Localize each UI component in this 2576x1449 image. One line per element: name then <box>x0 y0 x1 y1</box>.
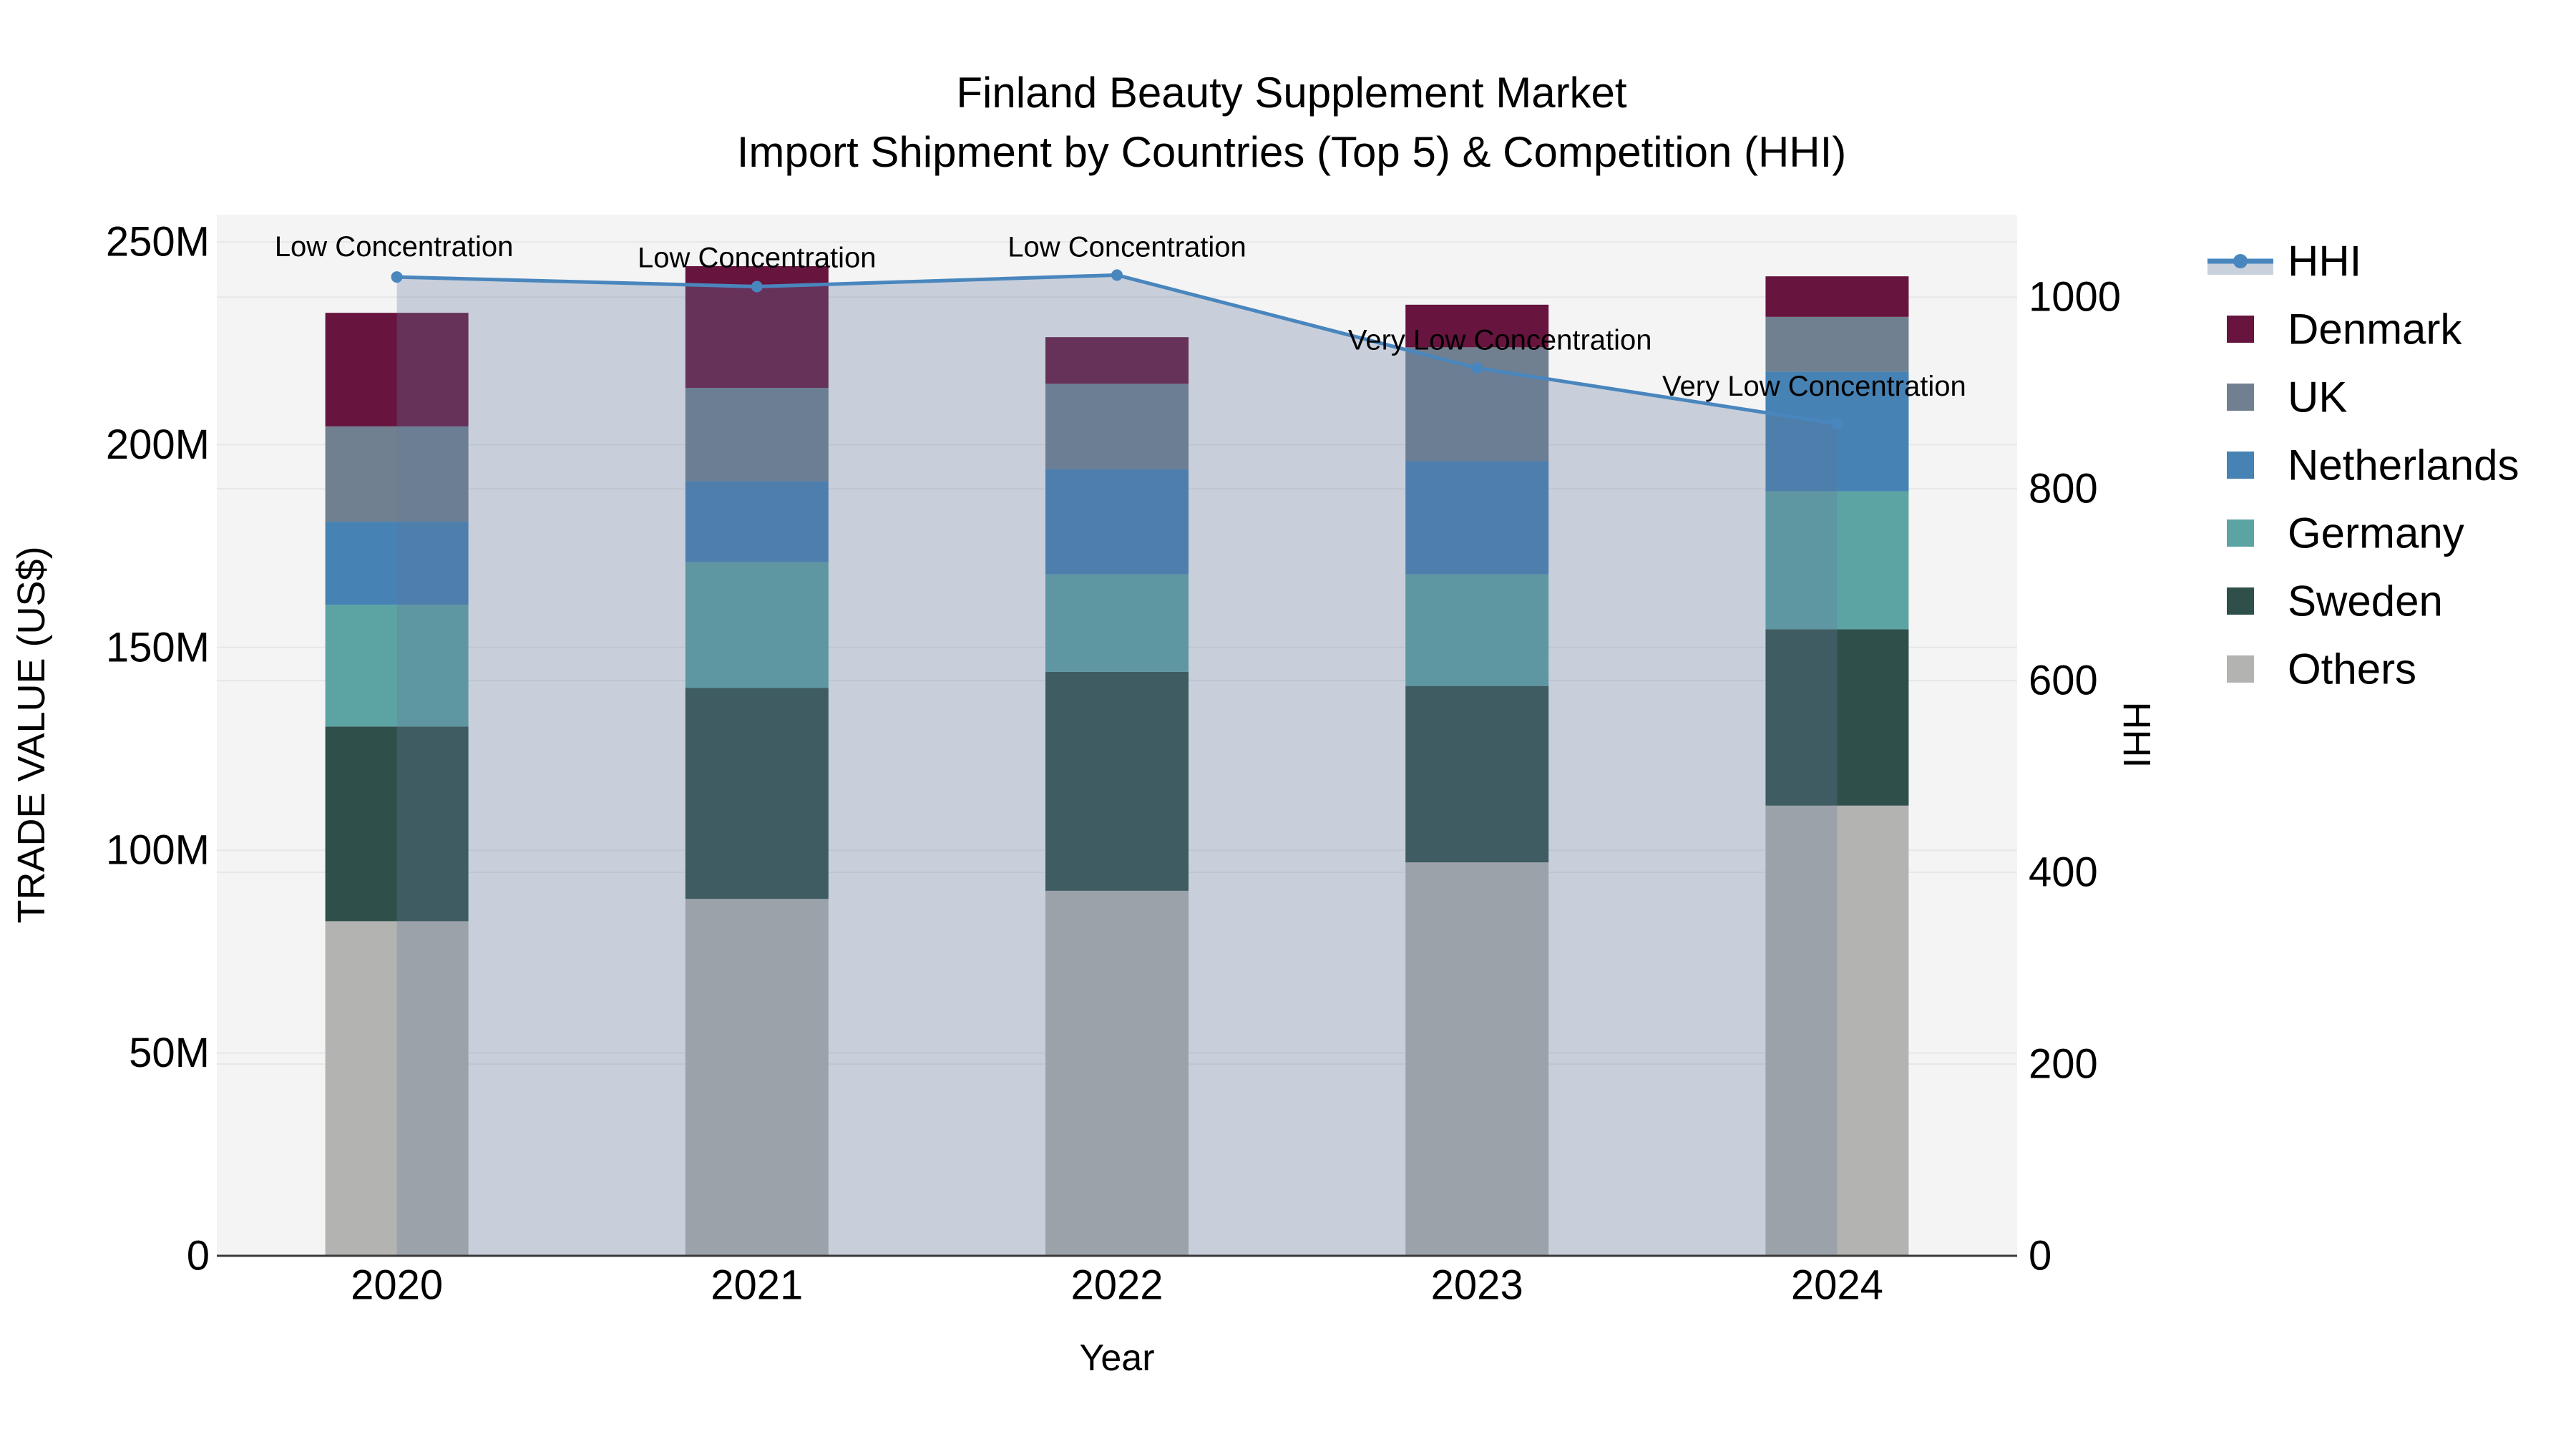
legend-hhi-marker <box>2233 254 2248 268</box>
bar-segment-germany-2023[interactable] <box>1405 574 1549 686</box>
bar-segment-germany-2024[interactable] <box>1765 491 1909 630</box>
bars-layer <box>325 265 1909 1256</box>
legend-label: Denmark <box>2288 306 2462 353</box>
annotation-label-2021: Low Concentration <box>638 242 877 273</box>
bar-segment-others-2021[interactable] <box>685 899 829 1256</box>
bar-segment-netherlands-2021[interactable] <box>685 481 829 562</box>
y-left-tick-label: 0 <box>187 1233 210 1279</box>
bar-segment-denmark-2023[interactable] <box>1405 304 1549 348</box>
y-left-tick-label: 250M <box>106 218 210 265</box>
bar-segment-others-2023[interactable] <box>1405 862 1549 1256</box>
x-tick-label-2024: 2024 <box>1791 1262 1883 1309</box>
y-right-tick-label: 800 <box>2029 466 2098 512</box>
legend-swatch-uk <box>2227 384 2254 411</box>
bar-segment-denmark-2022[interactable] <box>1045 337 1189 384</box>
x-tick-label-2022: 2022 <box>1070 1262 1163 1309</box>
hhi-marker-2022[interactable] <box>1111 269 1123 281</box>
y-right-tick-label: 600 <box>2029 658 2098 704</box>
annotation-label-2023: Very Low Concentration <box>1348 324 1652 356</box>
legend-label: Netherlands <box>2288 441 2519 489</box>
plot-area: 0 50M 100M 150M 200M 250M 0 200 400 600 800 1000 202… <box>106 215 2121 1309</box>
y-right-tick-label: 1000 <box>2029 274 2121 321</box>
legend-label: Others <box>2288 645 2416 693</box>
chart-title-line2: Import Shipment by Countries (Top 5) & C… <box>737 128 1847 176</box>
bar-segment-others-2022[interactable] <box>1045 890 1189 1256</box>
legend-hhi-area-swatch <box>2207 263 2273 275</box>
hhi-marker-2020[interactable] <box>391 271 403 283</box>
x-tick-label-2023: 2023 <box>1431 1262 1523 1309</box>
bar-segment-sweden-2021[interactable] <box>685 688 829 899</box>
legend-item-sweden[interactable]: Sweden <box>2227 577 2443 625</box>
hhi-marker-2021[interactable] <box>751 280 763 293</box>
bar-segment-netherlands-2023[interactable] <box>1405 461 1549 575</box>
legend-label: Sweden <box>2288 577 2443 625</box>
tick-labels: 0 50M 100M 150M 200M 250M 0 200 400 600 800 1000 202… <box>106 218 2121 1308</box>
bar-segment-sweden-2020[interactable] <box>325 726 469 922</box>
chart-title-line1: Finland Beauty Supplement Market <box>956 69 1627 117</box>
bar-segment-uk-2022[interactable] <box>1045 384 1189 469</box>
legend-item-others[interactable]: Others <box>2227 645 2416 693</box>
legend-swatch-others <box>2227 655 2254 683</box>
legend-swatch-denmark <box>2227 316 2254 343</box>
annotation-label-2020: Low Concentration <box>275 231 514 263</box>
y-right-tick-label: 400 <box>2029 849 2098 896</box>
bar-segment-netherlands-2022[interactable] <box>1045 469 1189 575</box>
legend-item-netherlands[interactable]: Netherlands <box>2227 441 2519 489</box>
bar-segment-sweden-2022[interactable] <box>1045 671 1189 891</box>
hhi-marker-2023[interactable] <box>1471 362 1483 374</box>
y-left-tick-label: 100M <box>106 827 210 874</box>
x-tick-label-2020: 2020 <box>351 1262 443 1309</box>
bar-segment-germany-2022[interactable] <box>1045 574 1189 672</box>
legend-item-germany[interactable]: Germany <box>2227 509 2464 557</box>
annotation-label-2024: Very Low Concentration <box>1662 371 1966 402</box>
bar-segment-netherlands-2020[interactable] <box>325 522 469 605</box>
bar-segment-sweden-2024[interactable] <box>1765 629 1909 806</box>
y-axis-title-left: TRADE VALUE (US$) <box>10 546 53 923</box>
bar-segment-others-2024[interactable] <box>1765 805 1909 1256</box>
y-axis-title-right: HHI <box>2115 702 2158 769</box>
legend-label: HHI <box>2288 238 2361 286</box>
hhi-marker-2024[interactable] <box>1831 418 1843 430</box>
y-left-tick-label: 150M <box>106 624 210 670</box>
bar-segment-netherlands-2024[interactable] <box>1765 371 1909 492</box>
legend-swatch-sweden <box>2227 587 2254 615</box>
hhi-area-fill <box>396 275 1838 1257</box>
bar-segment-denmark-2020[interactable] <box>325 313 469 426</box>
x-axis-title: Year <box>1079 1337 1154 1379</box>
bar-segment-uk-2024[interactable] <box>1765 316 1909 372</box>
bar-segment-denmark-2024[interactable] <box>1765 276 1909 317</box>
legend-item-uk[interactable]: UK <box>2227 374 2347 421</box>
y-right-tick-label: 200 <box>2029 1041 2098 1088</box>
bar-segment-germany-2021[interactable] <box>685 562 829 688</box>
bar-segment-germany-2020[interactable] <box>325 605 469 727</box>
legend-item-denmark[interactable]: Denmark <box>2227 306 2462 353</box>
bar-segment-sweden-2023[interactable] <box>1405 686 1549 863</box>
legend-item-hhi[interactable]: HHI <box>2207 238 2361 286</box>
bar-segment-uk-2020[interactable] <box>325 426 469 522</box>
y-left-tick-label: 50M <box>129 1030 210 1076</box>
annotation-label-2022: Low Concentration <box>1008 231 1246 263</box>
bar-segment-others-2020[interactable] <box>325 921 469 1256</box>
legend-swatch-germany <box>2227 519 2254 547</box>
x-tick-label-2021: 2021 <box>711 1262 803 1309</box>
legend-swatch-netherlands <box>2227 452 2254 479</box>
legend-label: Germany <box>2288 509 2464 557</box>
y-right-tick-label: 0 <box>2029 1233 2051 1279</box>
legend-label: UK <box>2288 374 2347 421</box>
legend: HHI Denmark UK Netherlands Germany Sweden Othe… <box>2207 238 2519 693</box>
y-left-tick-label: 200M <box>106 421 210 468</box>
bar-segment-uk-2021[interactable] <box>685 388 829 482</box>
